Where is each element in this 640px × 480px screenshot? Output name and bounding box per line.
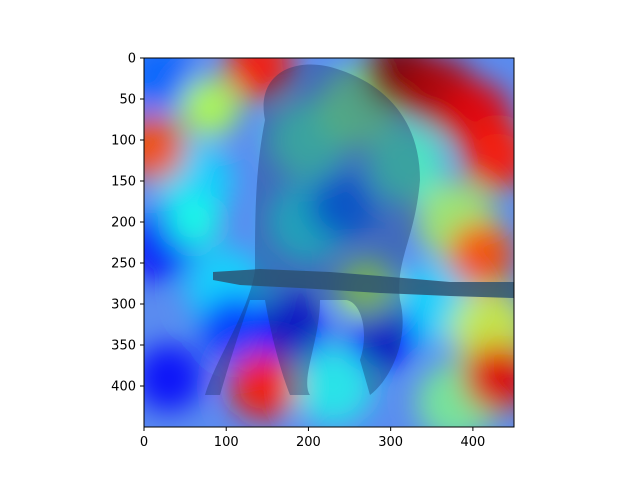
hotspot-2	[225, 58, 294, 101]
axes-frame	[143, 57, 515, 428]
y-tick-label: 250	[111, 257, 136, 272]
subject-silhouette	[205, 64, 420, 395]
x-axis: 0 100 200 300 400	[140, 427, 485, 450]
y-axis: 0 50 100 150 200 250 300 350 400	[111, 52, 144, 395]
coldspot-4	[348, 302, 417, 371]
heat-wash-2	[367, 124, 448, 205]
y-tick-label: 350	[111, 339, 136, 354]
y-tick-label: 300	[111, 298, 136, 313]
x-tick-label: 400	[460, 435, 485, 450]
hotspot-6	[462, 343, 514, 413]
coldspot-6	[144, 58, 195, 109]
hotspot-11	[165, 194, 221, 250]
x-tick-label: 0	[140, 435, 148, 450]
coldspot-2	[200, 294, 269, 363]
y-tick-label: 100	[111, 134, 136, 149]
x-tick-label: 100	[214, 435, 239, 450]
hotspot-4	[463, 122, 514, 191]
coldspot-1	[144, 343, 203, 412]
y-tick-label: 150	[111, 175, 136, 190]
x-tick-label: 300	[378, 435, 403, 450]
y-tick-label: 200	[111, 216, 136, 231]
hotspot-7	[229, 352, 298, 420]
y-tick-label: 50	[119, 93, 136, 108]
hotspot-9	[180, 77, 240, 137]
branch-shape	[213, 269, 514, 298]
x-tick-label: 200	[296, 435, 321, 450]
coldspot-3	[258, 294, 326, 363]
y-tick-label: 400	[111, 380, 136, 395]
y-tick-label: 0	[128, 52, 136, 67]
heat-wash-7	[293, 346, 374, 426]
coldspot-5	[307, 171, 376, 240]
heatmap-image	[144, 58, 514, 427]
hotspot-8	[144, 115, 186, 182]
hotspot-5	[447, 221, 514, 288]
